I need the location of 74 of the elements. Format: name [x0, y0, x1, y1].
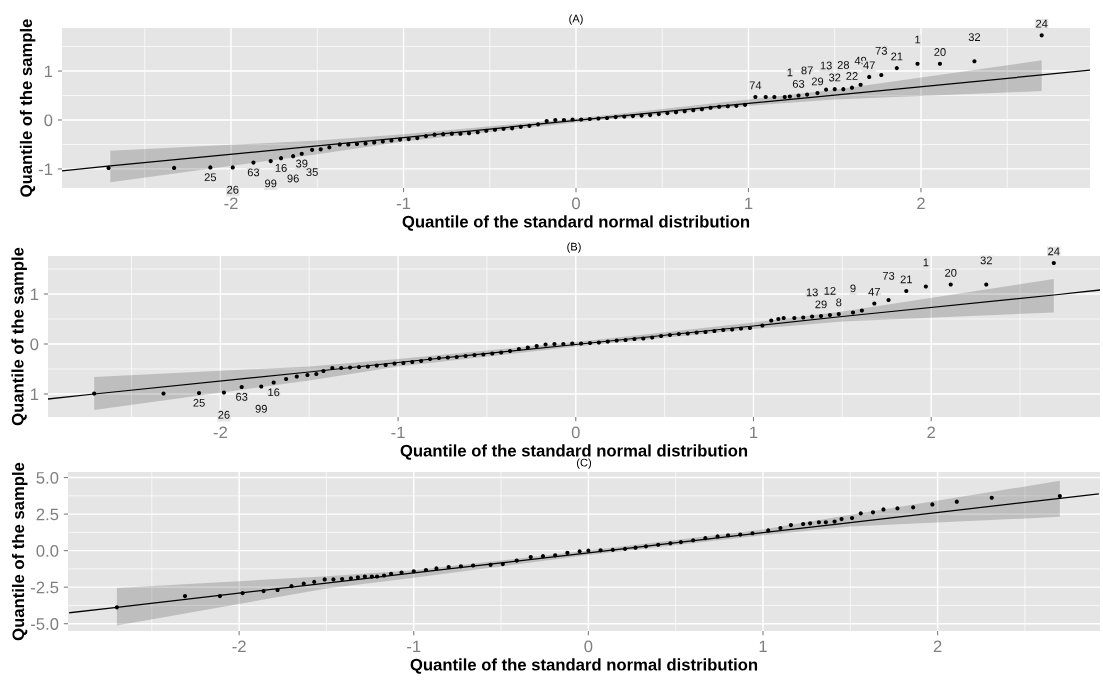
annotation: 1 — [787, 68, 793, 77]
annotation: 63 — [247, 168, 260, 177]
annotation: 28 — [837, 61, 850, 69]
x-tick-label: 0 — [571, 426, 580, 439]
x-tick-label: -1 — [391, 426, 405, 439]
y-tick-label: 1 — [30, 388, 39, 401]
y-tick-label: 5.0 — [36, 471, 59, 484]
y-tick-label: 0.0 — [36, 545, 59, 557]
y-axis-title: Quantile of the sample — [11, 247, 27, 426]
annotation: 87 — [801, 66, 813, 75]
annotation: 16 — [268, 388, 280, 397]
annotation: 32 — [968, 33, 981, 42]
annotation: 21 — [900, 275, 912, 284]
x-tick-label: -1 — [396, 197, 411, 210]
annotation: 1 — [923, 258, 929, 267]
x-tick-label: 0 — [572, 197, 580, 210]
annotation: 47 — [868, 287, 880, 296]
annotation: 12 — [824, 286, 836, 295]
x-tick-label: 2 — [927, 426, 935, 439]
annotation: 25 — [193, 398, 205, 407]
annotation: 32 — [828, 73, 841, 82]
chart-title: (B) — [567, 242, 581, 253]
x-axis-title: Quantile of the standard normal distribution — [410, 658, 758, 674]
y-tick-label: 0 — [44, 114, 53, 127]
x-tick-label: 0 — [584, 640, 593, 653]
x-tick-label: 1 — [750, 426, 758, 439]
annotation: 20 — [934, 48, 946, 56]
annotation: 39 — [296, 159, 308, 168]
annotation: 63 — [236, 392, 248, 401]
annotation: 1 — [915, 35, 921, 44]
y-tick-label: 2.5 — [36, 508, 59, 521]
annotation: 74 — [749, 81, 762, 90]
x-axis-title: Quantile of the standard normal distribution — [402, 215, 750, 231]
annotation: 99 — [265, 179, 277, 188]
y-axis-title: Quantile of the sample — [19, 19, 36, 197]
y-tick-label: -2.5 — [31, 581, 59, 594]
annotation: 96 — [287, 174, 299, 183]
annotation: 20 — [945, 268, 957, 277]
chart-title: (A) — [569, 14, 583, 25]
y-tick-label: 0 — [30, 338, 39, 351]
x-tick-label: 1 — [759, 640, 767, 653]
annotation: 24 — [1048, 247, 1060, 256]
annotation: 63 — [792, 79, 805, 88]
annotation: 29 — [811, 77, 824, 86]
annotation: 13 — [820, 61, 832, 70]
x-tick-label: -2 — [213, 426, 227, 439]
y-tick-label: -1 — [38, 163, 53, 175]
x-tick-label: 2 — [917, 197, 925, 210]
chart-title: (C) — [576, 458, 592, 469]
annotation: 21 — [891, 52, 903, 61]
annotation: 13 — [806, 288, 818, 297]
x-tick-label: 1 — [745, 197, 753, 210]
y-tick-label: 1 — [44, 65, 53, 78]
annotation: 99 — [255, 404, 267, 413]
annotation: 26 — [218, 410, 230, 419]
x-tick-label: -1 — [407, 640, 421, 653]
y-axis-title: Quantile of the sample — [11, 462, 28, 641]
x-tick-label: -2 — [232, 640, 246, 653]
x-tick-label: -2 — [224, 197, 238, 210]
annotation: 26 — [227, 185, 239, 194]
annotation: 73 — [882, 271, 895, 280]
annotation: 32 — [980, 256, 992, 265]
y-tick-label: 1 — [30, 288, 39, 301]
annotation: 29 — [815, 300, 827, 309]
annotation: 9 — [850, 284, 856, 293]
x-tick-label: 2 — [933, 640, 942, 653]
annotation: 73 — [875, 46, 887, 55]
annotation: 8 — [836, 298, 842, 307]
annotation: 16 — [275, 164, 287, 172]
y-tick-label: -5.0 — [31, 618, 59, 630]
annotation: 35 — [306, 168, 318, 177]
annotation: 24 — [1036, 19, 1048, 28]
annotation: 22 — [846, 72, 858, 80]
annotation: 25 — [204, 173, 217, 182]
